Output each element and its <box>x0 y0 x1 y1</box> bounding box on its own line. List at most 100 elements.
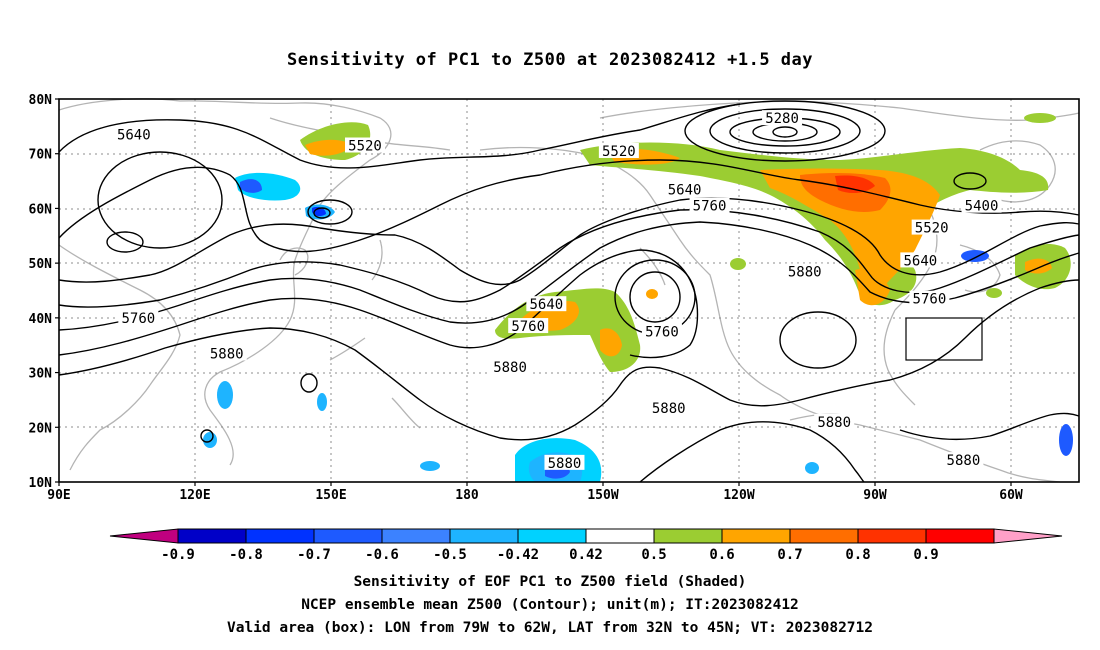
contour-label: 5280 <box>765 111 799 127</box>
shade-atlantic-tropical-blue <box>1059 424 1073 456</box>
contour-label: 5760 <box>121 311 155 327</box>
chart-title: Sensitivity of PC1 to Z500 at 2023082412… <box>286 50 813 70</box>
contour-label-bg <box>118 309 159 325</box>
caption-shaded: Sensitivity of EOF PC1 to Z500 field (Sh… <box>353 574 747 590</box>
colorbar-segment <box>381 528 451 544</box>
contour-label-bg <box>762 110 803 126</box>
contour-label-bg <box>911 219 952 235</box>
contour-label-bg <box>814 413 855 429</box>
lat-tick-label: 70N <box>29 148 53 163</box>
contour-label-bg <box>598 142 639 158</box>
colorbar-segment <box>313 528 383 544</box>
colorbar-segment <box>925 528 995 544</box>
contour-label: 5640 <box>117 128 151 144</box>
lat-tick-label: 80N <box>29 93 53 108</box>
contour-label: 5880 <box>817 415 851 431</box>
contour-label-bg <box>490 359 531 375</box>
colorbar-label: 0.5 <box>641 547 666 563</box>
colorbar-segment <box>721 528 791 544</box>
colorbar-label: 0.7 <box>777 547 802 563</box>
shade-north-america-red <box>835 175 875 194</box>
shade-greenland-green <box>1024 113 1056 123</box>
shade-atlantic-orange <box>1025 258 1052 274</box>
colorbar-segment <box>789 528 859 544</box>
lat-tick-label: 40N <box>29 312 53 327</box>
contour-label: 5880 <box>652 401 686 417</box>
contour-label: 5640 <box>903 253 937 269</box>
colorbar-low-triangle <box>109 528 179 544</box>
colorbar-label: 0.6 <box>709 547 734 563</box>
colorbar-label: -0.7 <box>297 547 331 563</box>
contour-label-bg <box>784 263 825 279</box>
lat-tick-label: 50N <box>29 257 53 272</box>
lon-tick-label: 150E <box>315 488 346 503</box>
contour-label-bg <box>641 323 682 339</box>
contour-label: 5760 <box>511 319 545 335</box>
contour-label: 5760 <box>913 292 947 308</box>
contour-label: 5520 <box>602 144 636 160</box>
contour-label-bg <box>664 181 705 197</box>
shade-pacific-orange <box>520 300 622 357</box>
colorbar-segment <box>449 528 519 544</box>
lat-tick-label: 30N <box>29 367 53 382</box>
lon-tick-label: 120W <box>723 488 754 503</box>
contour-label-bg <box>508 318 549 334</box>
caption-valid-area: Valid area (box): LON from 79W to 62W, L… <box>226 620 873 636</box>
lat-tick-label: 60N <box>29 202 53 217</box>
contour-label: 5640 <box>668 182 702 198</box>
colorbar-segment <box>517 528 587 544</box>
shade-small-blue-3 <box>420 461 440 471</box>
colorbar-label: 0.42 <box>569 547 603 563</box>
contour-label: 5760 <box>645 325 679 341</box>
shade-small-blue-4 <box>805 462 819 474</box>
contour-label-bg <box>526 296 567 312</box>
contour-label: 5520 <box>915 221 949 237</box>
contour-label-bg <box>943 452 984 468</box>
colorbar-label: -0.8 <box>229 547 263 563</box>
colorbar: -0.9 -0.8 -0.7 -0.6 -0.5 -0.42 0.42 0.5 0.6 0.7 0.… <box>109 528 1063 563</box>
contour-label: 5640 <box>529 297 563 313</box>
shade-small-blue-5 <box>203 432 217 448</box>
contour-label-bg <box>345 137 385 153</box>
lon-tick-label: 90E <box>47 488 70 503</box>
contour-label-bg <box>113 126 154 142</box>
shade-small-green-2 <box>986 288 1002 298</box>
shade-small-blue <box>317 393 327 411</box>
contour-label: 5880 <box>493 360 527 376</box>
contour-label: 5400 <box>965 199 999 215</box>
colorbar-segment <box>857 528 927 544</box>
lat-tick-label: 10N <box>29 476 53 491</box>
colorbar-label: -0.6 <box>365 547 399 563</box>
shade-north-america-green <box>580 142 1049 306</box>
contour-label-bg <box>909 290 950 306</box>
shade-small-orange <box>646 289 658 299</box>
colorbar-label: -0.5 <box>433 547 467 563</box>
shade-kamchatka-dark-blue <box>312 206 326 217</box>
contour-label: 5880 <box>947 453 981 469</box>
caption-contour: NCEP ensemble mean Z500 (Contour); unit(… <box>301 597 799 613</box>
shade-atlantic-blue <box>961 250 989 262</box>
lon-tick-label: 60W <box>999 488 1023 503</box>
colorbar-label: -0.9 <box>161 547 195 563</box>
contour-label: 5880 <box>788 264 822 280</box>
colorbar-high-triangle <box>993 528 1063 544</box>
contour-label: 5880 <box>210 346 244 362</box>
shade-small-blue-2 <box>217 381 233 409</box>
shade-small-green <box>730 258 746 270</box>
map-frame <box>58 98 1080 483</box>
contour-label: 5880 <box>548 456 582 472</box>
contour-label-bg <box>648 400 689 416</box>
lat-tick-label: 20N <box>29 421 53 436</box>
colorbar-label: -0.42 <box>497 547 539 563</box>
lon-tick-label: 150W <box>587 488 618 503</box>
contour-label: 5760 <box>693 199 727 215</box>
contour-label-bg <box>544 454 585 470</box>
shade-us-orange <box>855 268 890 306</box>
colorbar-label: 0.8 <box>845 547 870 563</box>
colorbar-segment <box>585 528 655 544</box>
contour-label-bg <box>206 345 247 361</box>
contour-label-bg <box>689 197 730 213</box>
colorbar-segment <box>245 528 315 544</box>
colorbar-segment <box>177 528 247 544</box>
